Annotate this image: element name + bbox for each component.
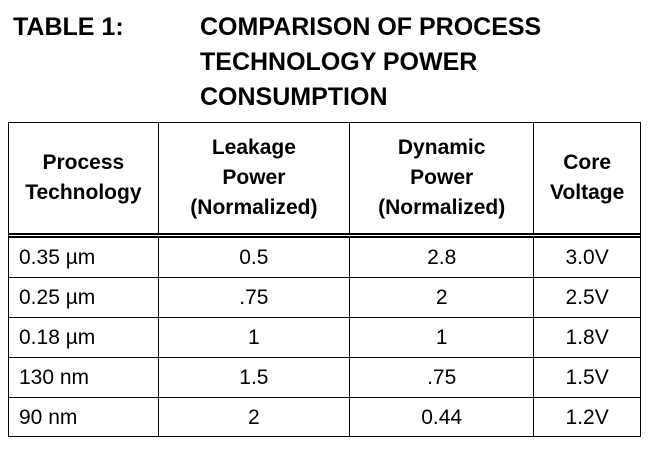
process-technology-cell: 0.25 µm bbox=[9, 277, 159, 318]
dynamic-power-cell: 1 bbox=[349, 317, 535, 358]
column-header-core-voltage: Core Voltage bbox=[533, 123, 640, 238]
column-header-process-technology: Process Technology bbox=[9, 123, 159, 238]
core-voltage-cell: 1.2V bbox=[565, 405, 609, 429]
core-voltage-cell: 1.8V bbox=[533, 317, 640, 358]
table-row: 130 nm 1.5 .75 1.5V bbox=[9, 357, 640, 398]
table-row: 0.18 µm 1 1 1.8V bbox=[9, 317, 640, 358]
leakage-power-cell: 2 bbox=[158, 397, 351, 437]
dynamic-power-cell: 2 bbox=[349, 277, 535, 318]
table-title: COMPARISON OF PROCESS TECHNOLOGY POWER C… bbox=[200, 13, 542, 111]
leakage-power-cell: 1.5 bbox=[158, 357, 351, 398]
core-voltage-cell: 2.5V bbox=[533, 277, 640, 318]
header-row: Process Technology Leakage Power (Normal… bbox=[9, 123, 640, 238]
dynamic-power-cell: 0.44 bbox=[349, 397, 535, 437]
column-header-dynamic-power: Dynamic Power (Normalized) bbox=[349, 123, 535, 238]
table-row: 0.25 µm .75 2 2.5V bbox=[9, 277, 640, 318]
core-voltage-cell: 3.0V bbox=[533, 235, 640, 278]
leakage-power-cell: 0.5 bbox=[158, 235, 351, 278]
table-row: 0.35 µm 0.5 2.8 3.0V bbox=[9, 235, 640, 278]
process-technology-cell: 0.35 µm bbox=[9, 235, 159, 278]
leakage-power-cell: .75 bbox=[158, 277, 351, 318]
leakage-power-cell: 1 bbox=[158, 317, 351, 358]
dynamic-power-cell: 2.8 bbox=[349, 235, 535, 278]
dynamic-power-cell: .75 bbox=[349, 357, 535, 398]
table-row: 90 nm 2 0.44 1.2V bbox=[9, 397, 640, 437]
process-technology-cell: 90 nm bbox=[9, 397, 159, 437]
process-technology-cell: 0.18 µm bbox=[9, 317, 159, 358]
process-technology-cell: 130 nm bbox=[9, 357, 159, 398]
core-voltage-cell: 1.5V bbox=[533, 357, 640, 398]
comparison-table: Process Technology Leakage Power (Normal… bbox=[8, 122, 641, 437]
column-header-leakage-power: Leakage Power (Normalized) bbox=[158, 123, 351, 238]
table-number: TABLE 1: bbox=[13, 13, 124, 41]
